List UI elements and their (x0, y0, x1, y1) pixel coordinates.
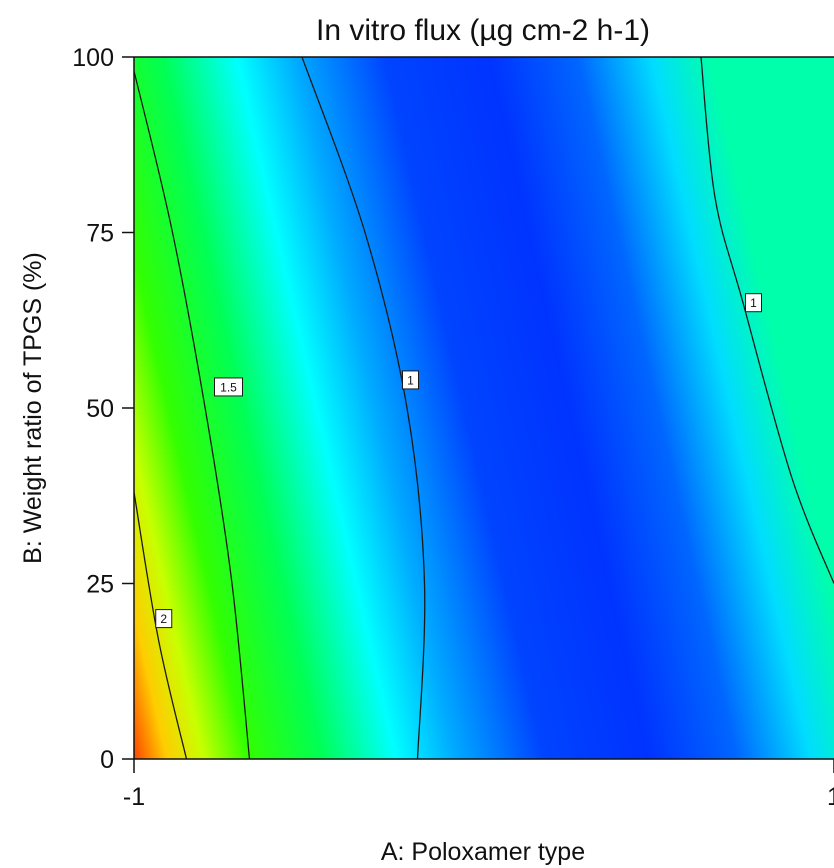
contour-labels: 2 1.5 1 1 (155, 293, 762, 629)
contour-label-2: 1.5 (214, 377, 243, 397)
y-tick-label: 25 (86, 571, 114, 599)
chart-title: In vitro flux (µg cm-2 h-1) (316, 14, 650, 47)
contour-label-4: 1 (745, 293, 762, 313)
y-tick-label: 75 (86, 220, 114, 248)
x-tick-label: 1 (827, 783, 834, 811)
y-tick-label: 0 (100, 746, 114, 774)
contour-label-text: 1 (750, 296, 757, 310)
contour-label-3: 1 (402, 370, 419, 390)
contour-label-text: 1.5 (220, 380, 237, 394)
heatmap-background (134, 57, 834, 759)
contour-label-box (155, 609, 173, 629)
contour-label-box (214, 377, 243, 397)
contour-label-1: 2 (155, 609, 173, 629)
contour-label-box (402, 370, 419, 390)
contour-line-3 (301, 57, 426, 759)
contour-line-2 (134, 70, 251, 759)
contour-label-text: 2 (160, 612, 167, 626)
y-axis-label: B: Weight ratio of TPGS (%) (19, 252, 47, 564)
contour-label-box (745, 293, 762, 313)
y-tick-label: 50 (86, 395, 114, 423)
y-tick-label: 100 (72, 44, 114, 72)
contour-lines (134, 57, 834, 759)
x-tick-label: -1 (123, 783, 145, 811)
x-axis-label: A: Poloxamer type (381, 838, 585, 866)
ticks: 0 25 50 75 100 -1 1 (72, 44, 834, 811)
contour-label-text: 1 (407, 373, 414, 387)
contour-line-4 (700, 57, 834, 584)
contour-line-1 (134, 492, 188, 759)
